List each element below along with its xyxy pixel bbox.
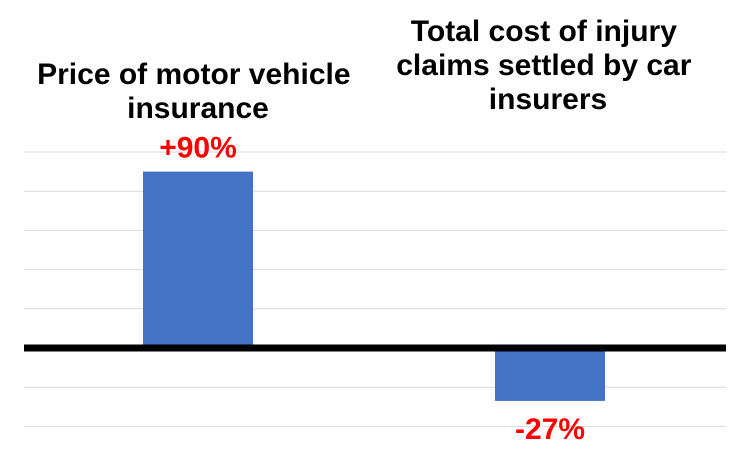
category-title-0: Price of motor vehicle insurance (37, 58, 359, 125)
data-labels: +90% -27% (159, 132, 585, 446)
category-title-0-line-0: Price of motor vehicle (37, 58, 350, 91)
category-title-0-line-1: insurance (127, 92, 269, 125)
category-title-1-line-1: claims settled by car (396, 49, 691, 82)
data-label-1: -27% (515, 413, 585, 446)
data-label-0: +90% (159, 132, 237, 165)
category-title-1: Total cost of injury claims settled by c… (396, 15, 700, 116)
category-title-1-line-2: insurers (489, 83, 607, 116)
category-title-1-line-0: Total cost of injury (411, 15, 677, 48)
bars (143, 171, 605, 401)
bar-0 (143, 171, 253, 348)
category-titles: Price of motor vehicle insurance Total c… (37, 15, 700, 125)
bar-1 (495, 348, 605, 401)
gridlines (24, 151, 726, 427)
